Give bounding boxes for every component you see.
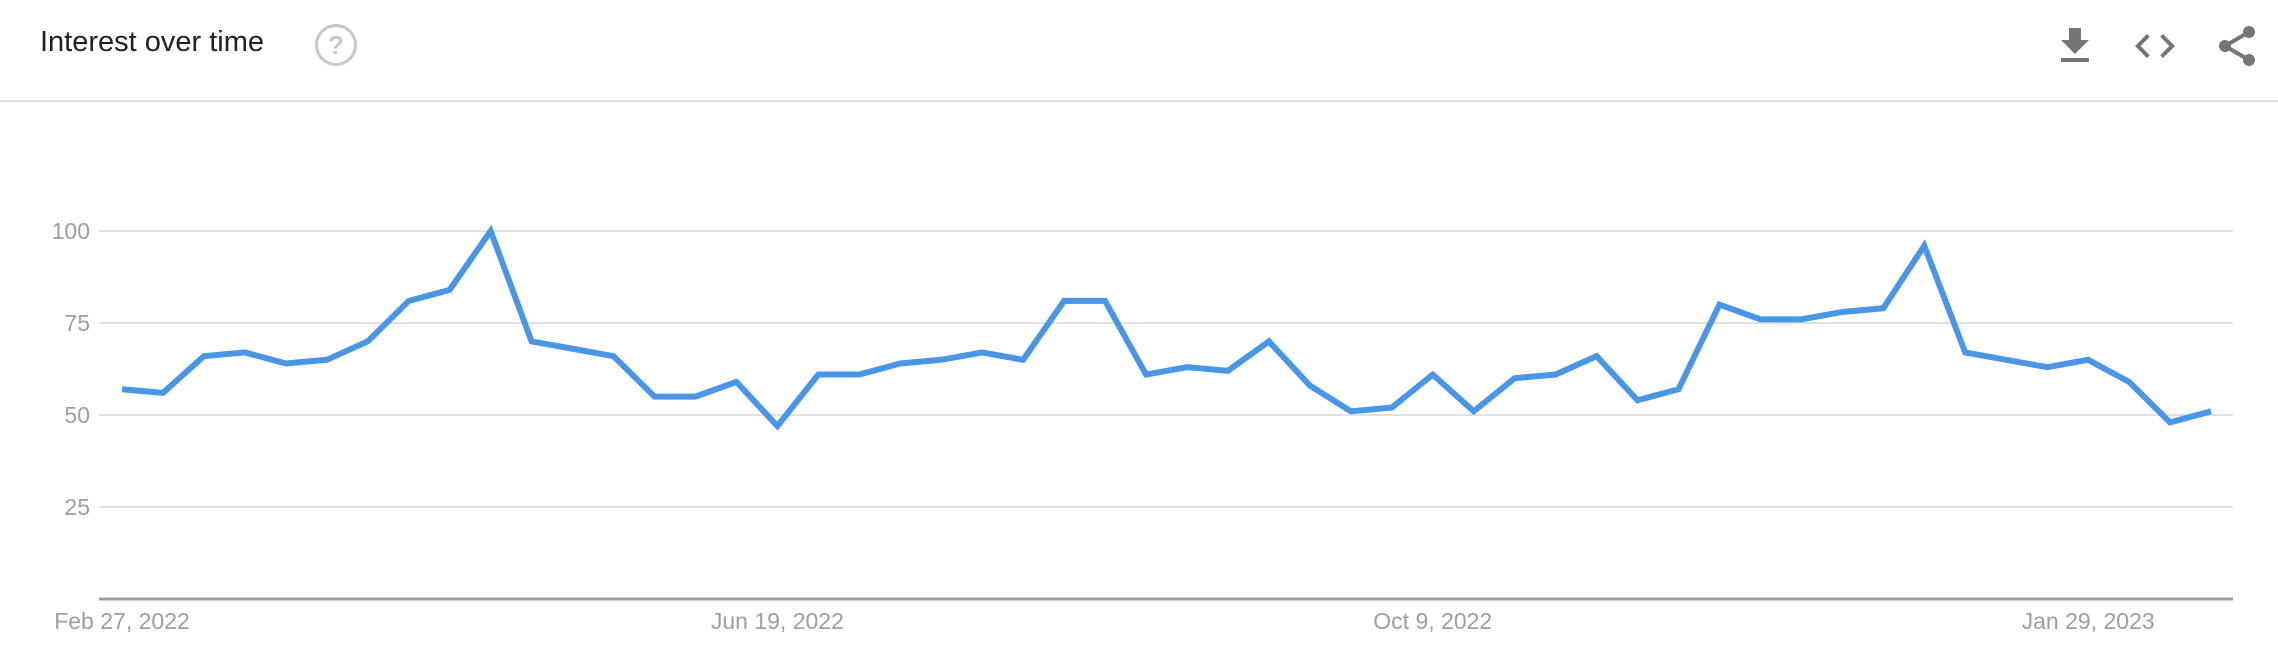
code-icon[interactable] — [2131, 22, 2179, 70]
x-tick-label: Feb 27, 2022 — [54, 608, 190, 634]
y-tick-label: 100 — [52, 218, 90, 244]
share-icon[interactable] — [2213, 22, 2261, 70]
series-line — [121, 224, 2212, 431]
help-circle-icon[interactable]: ? — [315, 24, 357, 66]
x-tick-label: Jan 29, 2023 — [2022, 608, 2155, 634]
chart-title: Interest over time — [40, 26, 265, 58]
download-icon[interactable] — [2051, 22, 2099, 70]
y-tick-label: 50 — [64, 402, 90, 428]
y-tick-label: 75 — [64, 310, 90, 336]
x-tick-label: Jun 19, 2022 — [711, 608, 844, 634]
x-tick-label: Oct 9, 2022 — [1373, 608, 1492, 634]
y-tick-label: 25 — [64, 494, 90, 520]
chart-header: Interest over time ? — [0, 0, 2278, 102]
